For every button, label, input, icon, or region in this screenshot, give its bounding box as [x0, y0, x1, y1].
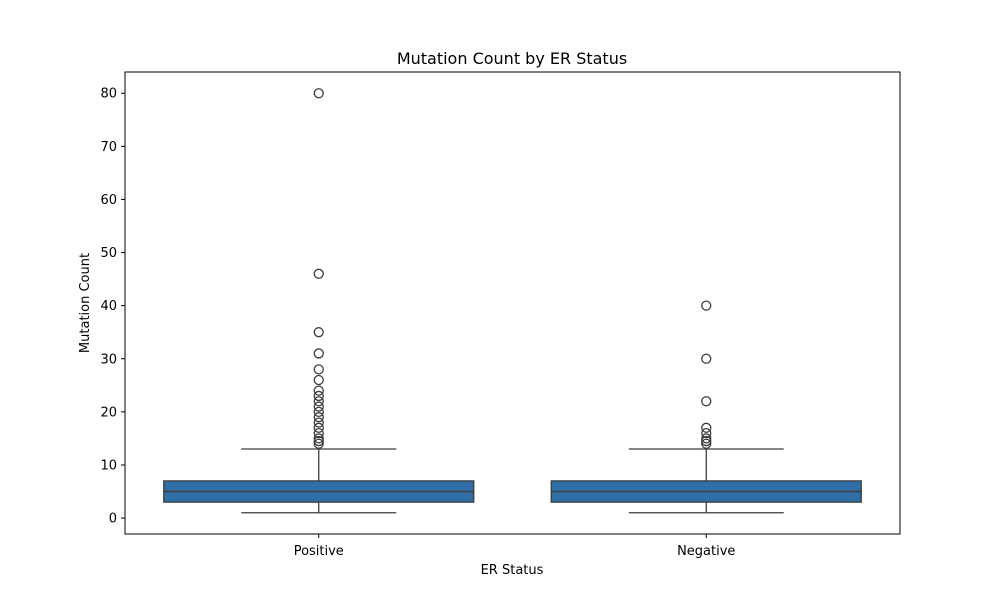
outlier-point: [701, 422, 712, 433]
outlier-point: [313, 268, 324, 279]
outlier-point: [313, 385, 324, 396]
y-axis: 0 10 20 30 40 50 60 70 80: [100, 87, 125, 527]
outlier-point: [313, 374, 324, 386]
y-tick-label: 60: [100, 193, 117, 208]
plot-area-frame: [124, 71, 901, 535]
outlier-point: [313, 348, 324, 359]
outlier-point: [313, 88, 324, 99]
chart-title: Mutation Count by ER Status: [397, 49, 627, 68]
outlier-point: [701, 433, 712, 444]
outlier-point: [313, 401, 324, 412]
y-tick-label: 10: [100, 458, 117, 473]
outlier-point: [701, 396, 712, 407]
outlier-point: [701, 300, 712, 311]
outlier-point: [313, 435, 324, 447]
chart-marks: [163, 88, 862, 514]
y-tick-label: 70: [100, 140, 117, 155]
x-tick-label: Negative: [677, 544, 735, 559]
outlier-point: [313, 427, 324, 439]
outlier-point: [701, 438, 712, 449]
x-axis-label: ER Status: [481, 563, 544, 578]
y-tick-label: 0: [109, 512, 117, 527]
y-tick-label: 20: [100, 405, 117, 420]
outlier-point: [313, 390, 324, 402]
outlier-point: [701, 427, 712, 439]
outlier-point: [313, 412, 324, 423]
y-tick-label: 80: [100, 87, 117, 102]
outlier-point: [313, 364, 324, 375]
y-tick-label: 40: [100, 299, 117, 314]
x-axis: Positive Negative: [294, 534, 735, 559]
y-tick-label: 30: [100, 352, 117, 367]
outlier-point: [313, 422, 324, 433]
outlier-point: [313, 433, 324, 444]
x-tick-label: Positive: [294, 544, 344, 559]
box-group: [163, 88, 475, 514]
y-axis-label: Mutation Count: [78, 253, 93, 353]
outlier-point: [313, 438, 324, 449]
outlier-point: [701, 435, 712, 447]
outlier-point: [313, 396, 324, 407]
outlier-point: [701, 353, 712, 364]
outlier-point: [313, 406, 324, 418]
box-group: [550, 300, 862, 514]
outlier-point: [313, 417, 324, 428]
y-tick-label: 50: [100, 246, 117, 261]
outlier-point: [313, 327, 324, 338]
